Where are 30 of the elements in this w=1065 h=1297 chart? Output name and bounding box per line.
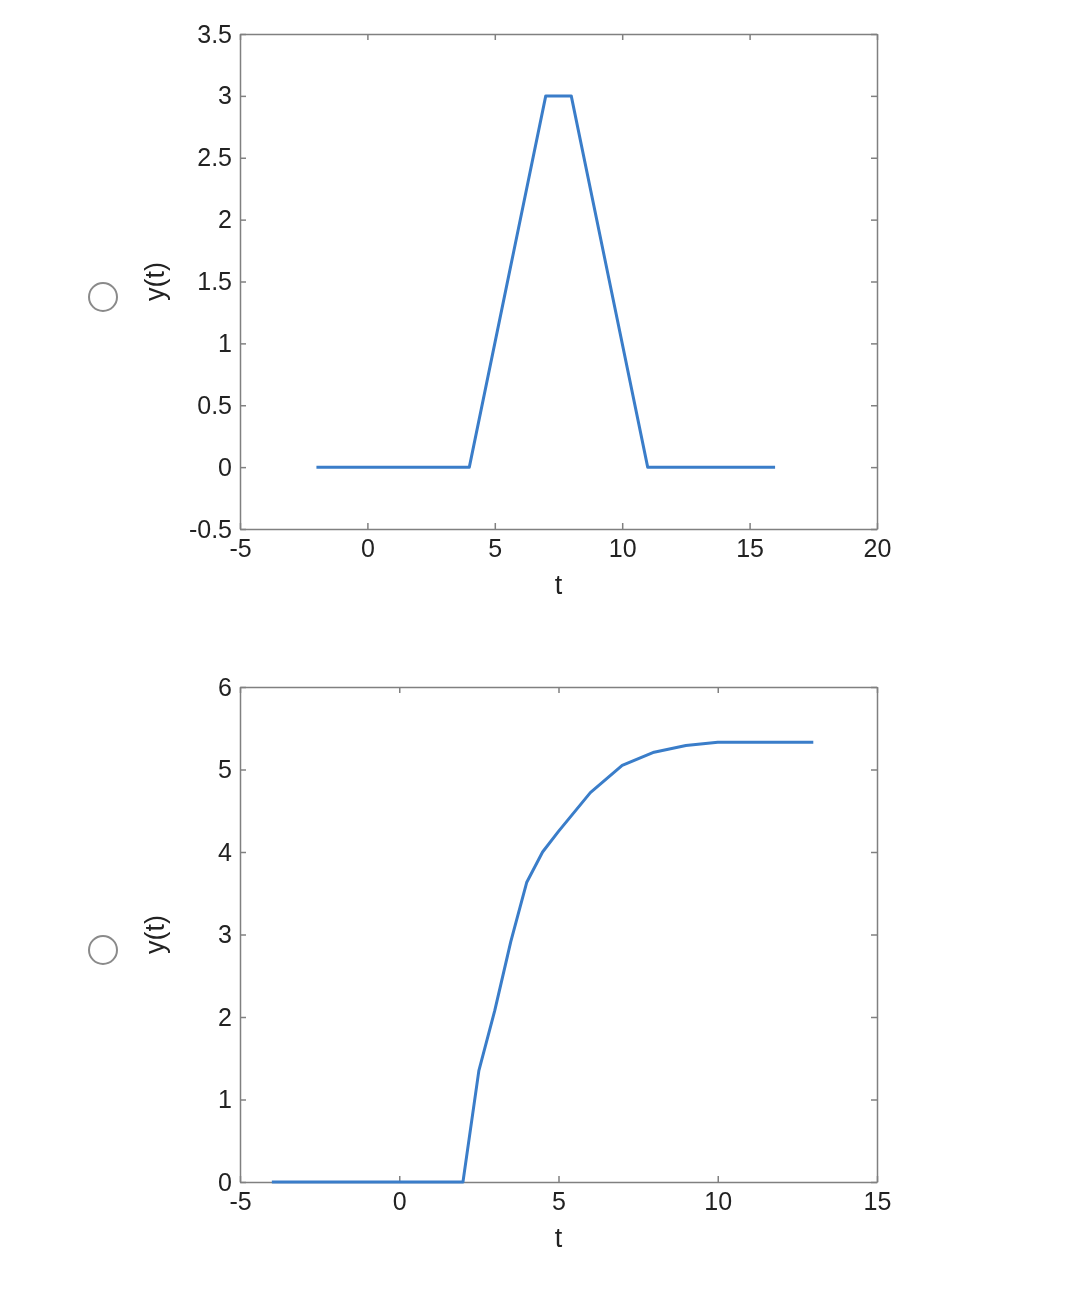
y-axis-title: y(t)	[140, 915, 170, 954]
x-tick-label: 10	[608, 533, 637, 562]
y-tick-label: 0.5	[197, 390, 232, 419]
y-tick-label: 2	[218, 1002, 232, 1031]
x-tick-label: 10	[704, 1186, 733, 1215]
y-tick-label: 2.5	[197, 143, 232, 172]
y-tick-label: 1	[218, 1085, 232, 1113]
y-axis-title: y(t)	[140, 262, 170, 301]
y-tick-label: -0.5	[188, 514, 232, 543]
y-tick-label: 3	[218, 920, 232, 948]
y-tick-label: 2	[218, 205, 232, 234]
y-tick-label: 3.5	[197, 19, 232, 48]
y-tick-label: 0	[218, 452, 232, 481]
x-tick-label: 15	[863, 1186, 892, 1215]
x-tick-label: 15	[736, 533, 765, 562]
y-tick-label: 4	[218, 837, 233, 866]
x-tick-label: 5	[552, 1186, 566, 1215]
y-tick-label: 0	[218, 1167, 232, 1196]
x-tick-label: 20	[863, 533, 892, 562]
y-tick-label: 5	[218, 755, 232, 783]
x-tick-label: 0	[360, 533, 375, 562]
line-series	[270, 740, 815, 1184]
y-tick-label: 1.5	[197, 267, 232, 295]
x-axis-title: t	[554, 1223, 563, 1253]
y-tick-label: 1	[218, 328, 232, 357]
x-axis-title: t	[554, 570, 563, 600]
y-tick-label: 3	[218, 81, 232, 110]
x-tick-label: 5	[488, 533, 503, 562]
y-tick-label: 6	[218, 672, 232, 701]
x-tick-label: 0	[392, 1186, 407, 1215]
